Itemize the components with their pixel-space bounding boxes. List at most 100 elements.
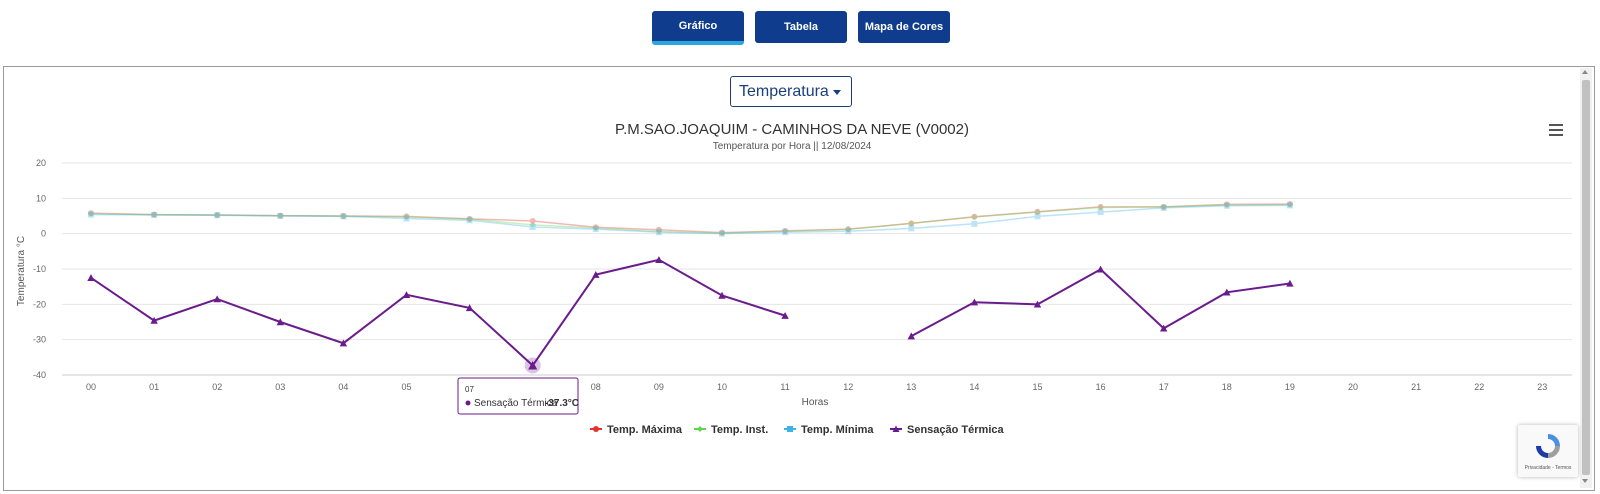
data-point[interactable] [655, 256, 663, 264]
data-point[interactable] [782, 228, 789, 235]
data-point[interactable] [971, 220, 978, 227]
data-point[interactable] [151, 211, 158, 218]
data-point[interactable] [592, 226, 599, 233]
data-point[interactable] [1286, 201, 1293, 208]
data-point[interactable] [151, 211, 158, 218]
data-point[interactable] [719, 229, 725, 236]
data-point[interactable] [214, 211, 221, 218]
data-point[interactable] [402, 291, 411, 298]
data-point[interactable] [403, 215, 410, 222]
tab-tabela[interactable]: Tabela [755, 11, 847, 43]
data-point[interactable] [1096, 265, 1105, 273]
data-point[interactable] [845, 228, 852, 235]
data-point[interactable] [655, 228, 662, 235]
data-point[interactable] [592, 225, 599, 232]
legend-item[interactable]: Temp. Inst. [711, 424, 768, 436]
data-point[interactable] [655, 229, 662, 236]
data-point[interactable] [277, 212, 284, 219]
variable-select[interactable]: Temperatura [730, 76, 852, 107]
variable-select-value: Temperatura [739, 82, 829, 100]
data-point[interactable] [1160, 324, 1168, 332]
data-point[interactable] [718, 291, 726, 299]
data-point[interactable] [1097, 203, 1104, 210]
data-point[interactable] [1097, 204, 1104, 211]
data-point[interactable] [1097, 209, 1104, 216]
tooltip-x: 07 [465, 385, 474, 394]
data-point[interactable] [892, 425, 900, 433]
data-point[interactable] [719, 230, 725, 237]
data-point[interactable] [1223, 201, 1230, 208]
data-point[interactable] [655, 226, 662, 233]
data-point[interactable] [529, 217, 536, 224]
data-point[interactable] [340, 213, 347, 220]
data-point[interactable] [908, 220, 915, 227]
data-point[interactable] [277, 213, 284, 219]
data-point[interactable] [88, 210, 94, 217]
series-0 [88, 200, 1293, 236]
hamburger-menu-icon[interactable] [1549, 124, 1563, 136]
data-point[interactable] [403, 213, 410, 220]
data-point[interactable] [908, 220, 915, 227]
data-point[interactable] [592, 270, 600, 278]
data-point[interactable] [782, 227, 789, 234]
data-point[interactable] [340, 213, 347, 219]
tab-grafico[interactable]: Gráfico [652, 11, 744, 45]
data-point[interactable] [150, 316, 158, 324]
data-point[interactable] [339, 339, 348, 347]
data-point[interactable] [466, 217, 473, 224]
data-point[interactable] [1034, 213, 1041, 220]
data-point[interactable] [697, 426, 703, 432]
data-point[interactable] [214, 212, 221, 219]
scrollbar-thumb[interactable] [1582, 80, 1590, 475]
data-point[interactable] [1286, 200, 1293, 207]
data-point[interactable] [88, 210, 94, 217]
data-point[interactable] [845, 226, 852, 233]
data-point[interactable] [719, 229, 725, 236]
scroll-down-icon[interactable] [1582, 479, 1588, 483]
tab-mapa-de-cores[interactable]: Mapa de Cores [858, 11, 950, 43]
data-point[interactable] [151, 211, 158, 218]
data-point[interactable] [528, 360, 538, 370]
data-point[interactable] [1160, 204, 1167, 211]
data-point[interactable] [592, 224, 599, 231]
data-point[interactable] [1286, 279, 1294, 287]
data-point[interactable] [340, 213, 347, 219]
scroll-up-icon[interactable] [1582, 70, 1588, 74]
data-point[interactable] [1160, 203, 1167, 210]
data-point[interactable] [781, 311, 789, 319]
data-point[interactable] [1034, 208, 1041, 215]
data-point[interactable] [782, 229, 789, 236]
data-point[interactable] [1223, 288, 1231, 296]
data-point[interactable] [465, 304, 474, 312]
data-point[interactable] [466, 215, 473, 222]
data-point[interactable] [277, 212, 284, 219]
y-tick-label: 20 [36, 158, 46, 168]
data-point[interactable] [466, 216, 473, 223]
data-point[interactable] [1223, 202, 1230, 209]
data-point[interactable] [845, 226, 852, 233]
data-point[interactable] [787, 426, 793, 432]
data-point[interactable] [1286, 202, 1293, 209]
data-point[interactable] [529, 221, 536, 228]
data-point[interactable] [907, 332, 915, 340]
data-point[interactable] [1034, 209, 1041, 216]
legend-item[interactable]: Temp. Mínima [801, 424, 874, 436]
legend-item[interactable]: Temp. Máxima [607, 424, 683, 436]
data-point[interactable] [214, 211, 221, 218]
data-point[interactable] [213, 295, 221, 303]
data-point[interactable] [529, 223, 536, 230]
legend-item[interactable]: Sensação Térmica [907, 424, 1004, 436]
data-point[interactable] [403, 214, 410, 221]
data-point[interactable] [87, 274, 95, 282]
recaptcha-badge[interactable]: Privacidade - Termos [1518, 425, 1578, 477]
data-point[interactable] [1033, 300, 1042, 308]
data-point[interactable] [88, 211, 94, 218]
data-point[interactable] [971, 214, 978, 221]
data-point[interactable] [971, 213, 978, 220]
data-point[interactable] [1223, 202, 1230, 209]
data-point[interactable] [593, 426, 599, 432]
data-point[interactable] [970, 298, 979, 306]
data-point[interactable] [1160, 203, 1167, 210]
data-point[interactable] [276, 318, 284, 326]
data-point[interactable] [908, 225, 915, 232]
